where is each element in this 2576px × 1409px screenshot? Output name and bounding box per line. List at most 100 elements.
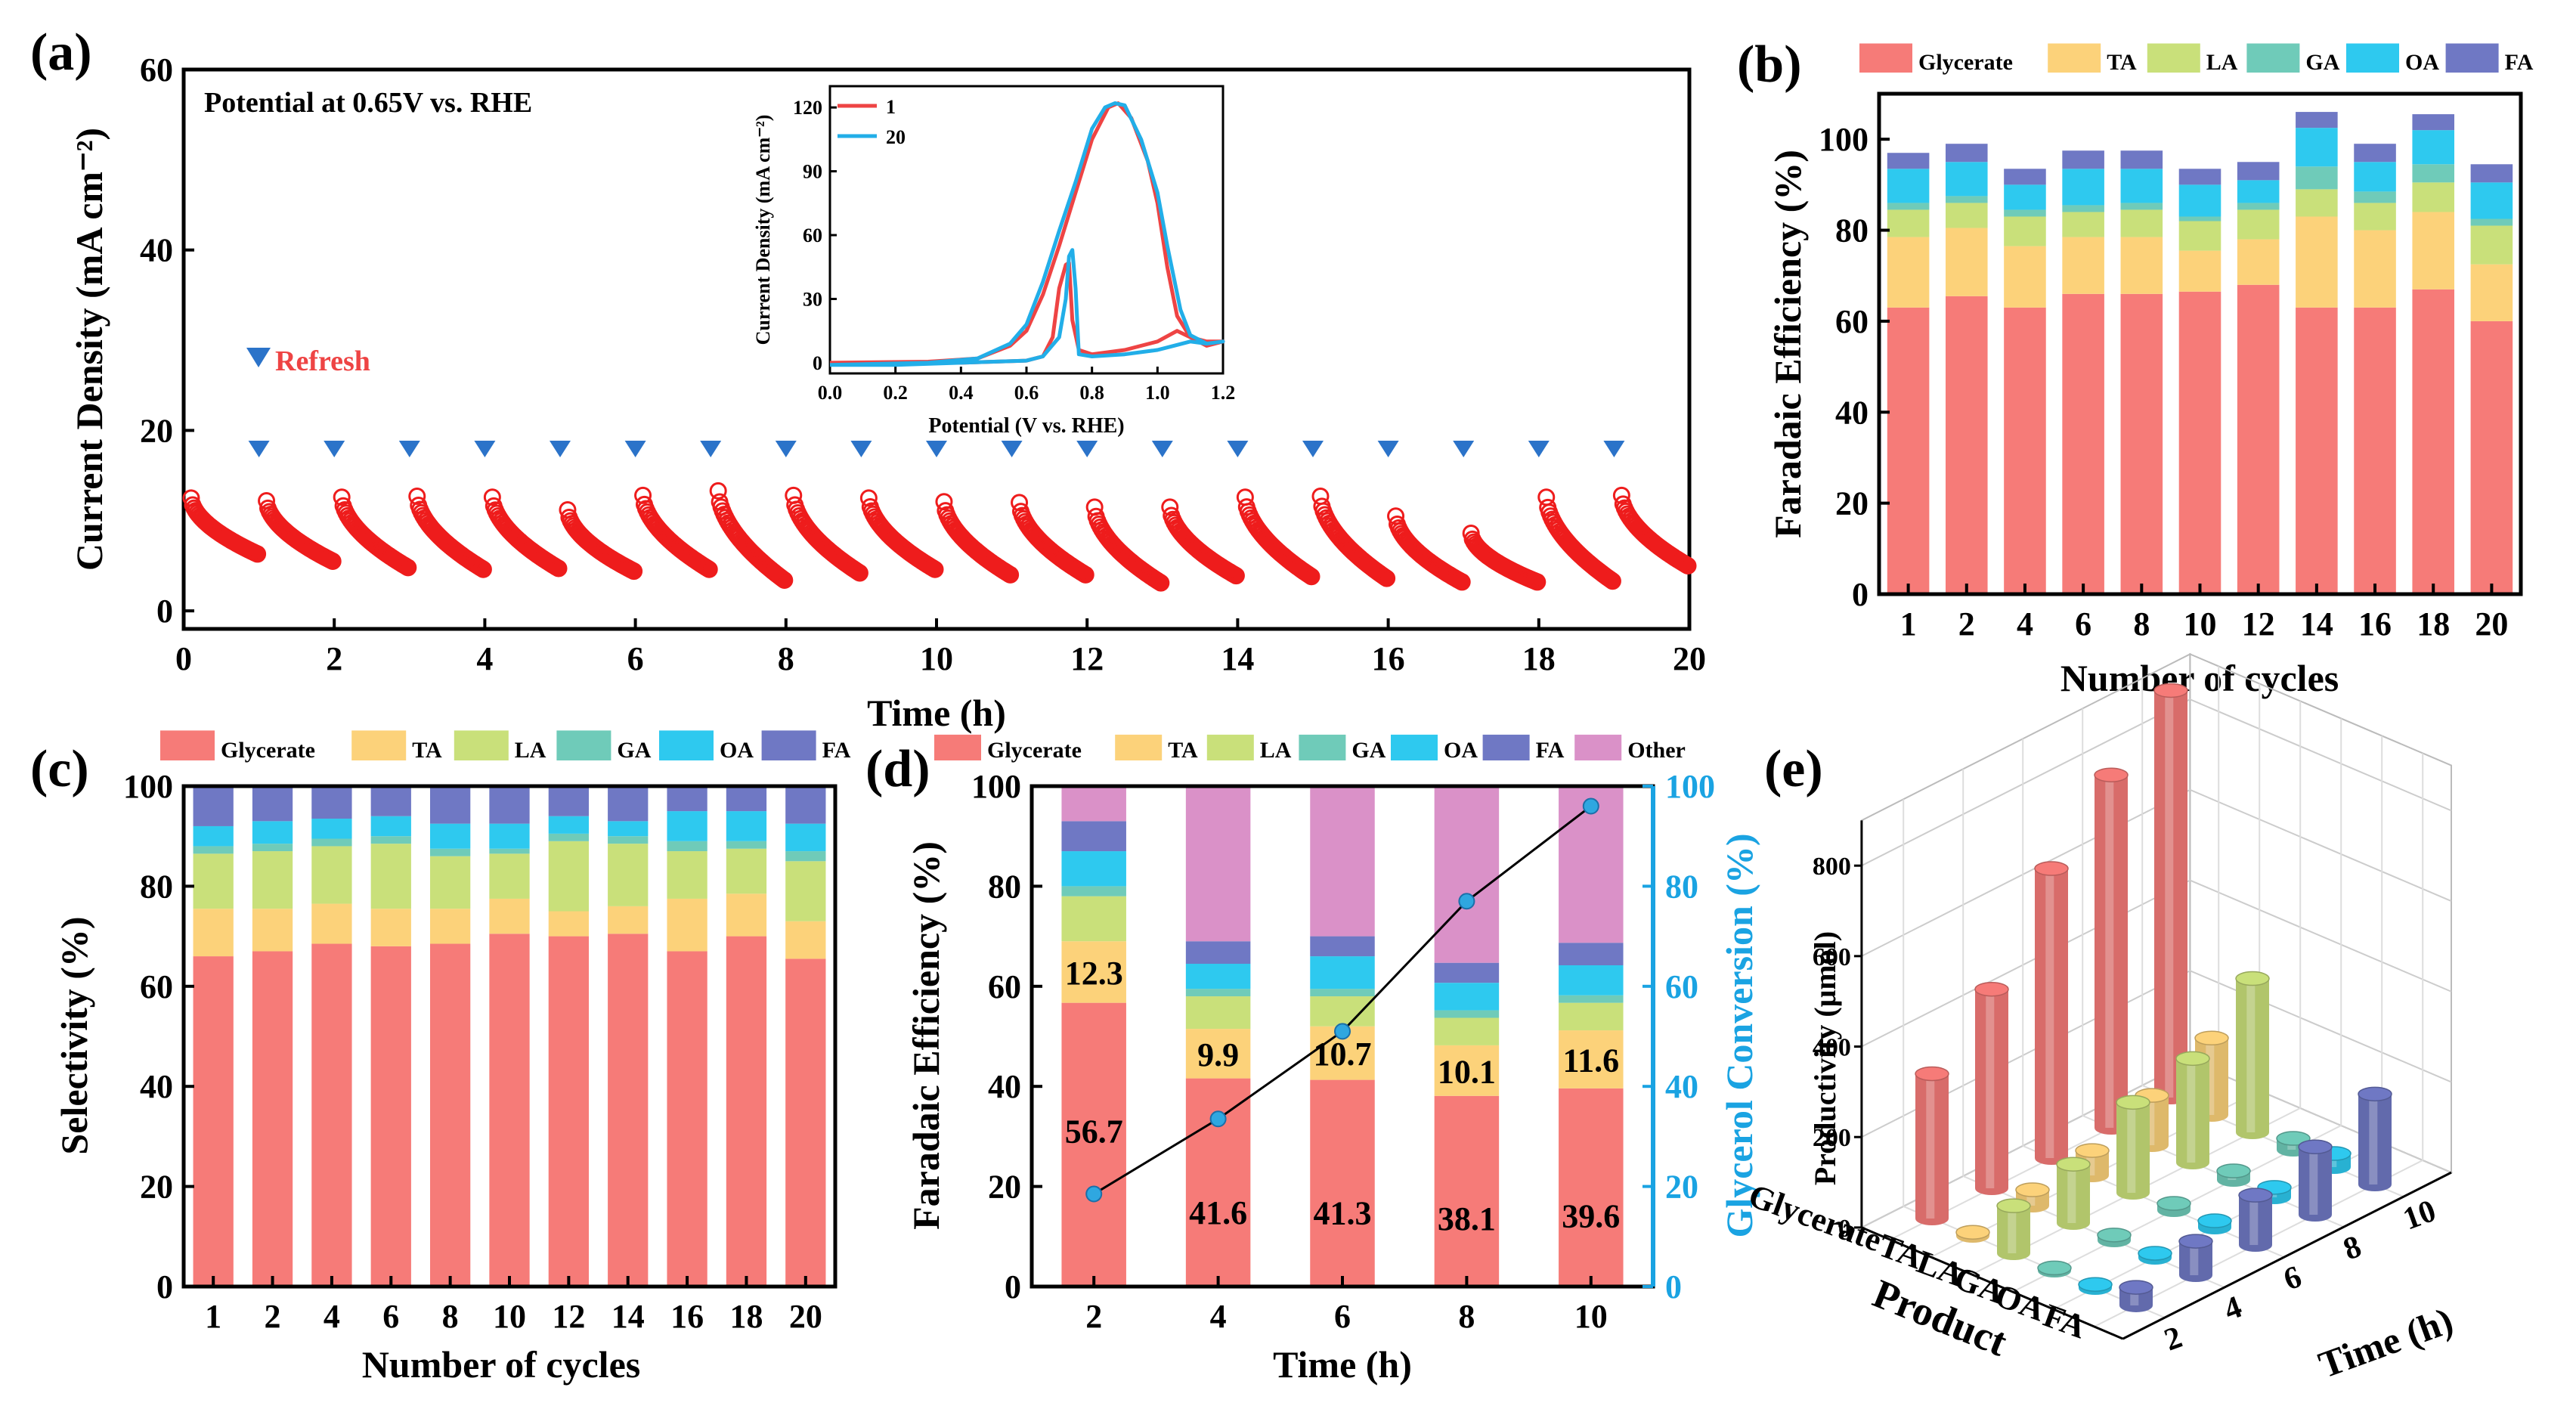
bar-la xyxy=(1061,896,1126,942)
panel-c: (c) Glycerate TA LA GA OA FA 1 2 4 6 8 10 12 14 16 18 2… xyxy=(30,730,851,1386)
bar-la xyxy=(252,851,293,909)
bar-glycerate xyxy=(252,951,293,1287)
panel-c-y-axis-label: Selectivity (%) xyxy=(53,916,95,1154)
panel-d-x-tick-label: 2 xyxy=(1085,1298,1102,1335)
product-axis-line xyxy=(1861,1226,2124,1340)
bar-3d-highlight xyxy=(2206,1038,2215,1115)
bar-ta xyxy=(1945,228,1988,296)
bar-3d-top xyxy=(2075,1143,2110,1158)
current-point xyxy=(709,482,727,500)
bar-ta xyxy=(2120,237,2163,294)
bar-ga xyxy=(429,848,471,856)
panel-b-bars xyxy=(1887,112,2513,594)
refresh-marker xyxy=(1528,441,1550,457)
inset-x-axis-label: Potential (V vs. RHE) xyxy=(928,414,1124,438)
bar-oa xyxy=(1185,964,1251,989)
bar-ga xyxy=(667,841,707,852)
panel-c-legend-label-glycerate: Glycerate xyxy=(221,738,315,763)
glycerate-value-label: 38.1 xyxy=(1438,1200,1496,1237)
bar-la xyxy=(1887,209,1930,237)
panel-b-x-tick-label: 6 xyxy=(2075,605,2091,643)
bar-oa xyxy=(2296,128,2338,167)
bar-glycerate xyxy=(2062,293,2104,594)
panel-d-right-y-tick-label: 100 xyxy=(1665,768,1715,805)
bar-fa xyxy=(667,786,707,812)
time-tick-label: 6 xyxy=(2279,1259,2305,1297)
bar-fa xyxy=(548,786,590,816)
panel-b-x-tick-label: 1 xyxy=(1900,605,1917,643)
bar-ta xyxy=(608,906,649,934)
panel-c-legend-label-ga: GA xyxy=(617,738,651,763)
bar-glycerate xyxy=(2178,291,2221,594)
panel-a-x-tick-label: 2 xyxy=(326,640,342,677)
panel-b-y-tick-label: 40 xyxy=(1835,394,1869,431)
panel-c-x-tick-label: 14 xyxy=(611,1298,645,1335)
inset-x-tick-label: 1.2 xyxy=(1211,382,1236,404)
bar-fa xyxy=(311,786,352,819)
panel-b-legend-label-fa: FA xyxy=(2505,50,2534,75)
bar-ga xyxy=(370,836,411,844)
bar-oa xyxy=(1559,965,1624,996)
bar-3d-top xyxy=(2238,1188,2273,1203)
bar-3d-top xyxy=(2119,1280,2153,1295)
z-tick-label: 800 xyxy=(1813,853,1851,881)
inset-y-tick-label: 90 xyxy=(803,161,822,183)
bar-3d-top xyxy=(2175,1051,2210,1067)
bar-ta xyxy=(1559,1030,1624,1088)
panel-b-legend-swatch-glycerate xyxy=(1859,43,1912,73)
panel-d-legend-label-ga: GA xyxy=(1351,738,1386,763)
bar-la xyxy=(608,844,649,906)
bar-glycerate xyxy=(1185,1078,1251,1287)
bar-oa xyxy=(2178,184,2221,217)
current-point xyxy=(1011,494,1029,512)
bar-glycerate xyxy=(2237,284,2280,594)
bar-3d-body xyxy=(2176,1058,2209,1169)
panel-b-x-ticks: 1 2 4 6 8 10 12 14 16 18 20 xyxy=(1900,584,2508,643)
refresh-marker xyxy=(324,441,345,457)
bar-fa xyxy=(1434,962,1500,983)
bar-3d-glycerate xyxy=(2153,683,2188,1104)
panel-b-legend-label-la: LA xyxy=(2206,50,2238,75)
panel-d-y-tick-label: 20 xyxy=(988,1169,1021,1206)
panel-c-legend-swatch-oa xyxy=(659,730,714,760)
current-point xyxy=(249,545,267,563)
bar-3d-body xyxy=(1997,1206,2030,1260)
bar-fa xyxy=(785,786,826,824)
panel-label-e: (e) xyxy=(1764,740,1823,798)
panel-c-y-tick-label: 0 xyxy=(156,1268,173,1305)
panel-d-right-y-tick-label: 20 xyxy=(1665,1169,1698,1206)
panel-b-y-ticks: 0 20 40 60 80 100 xyxy=(1819,121,1890,613)
bar-ta xyxy=(2354,230,2396,308)
bar-3d-body xyxy=(2035,869,2068,1165)
inset-y-tick-label: 0 xyxy=(813,352,822,374)
panel-b-legend-swatch-oa xyxy=(2346,43,2399,73)
bar-3d-top xyxy=(2078,1277,2113,1292)
bar-3d-glycerate xyxy=(2034,861,2069,1165)
bar-ga xyxy=(548,833,590,841)
panel-c-legend-label-la: LA xyxy=(515,738,546,763)
bar-ga xyxy=(785,851,826,862)
bar-3d-top xyxy=(2194,1030,2229,1046)
panel-d-x-axis-label: Time (h) xyxy=(1273,1343,1412,1386)
panel-c-y-tick-label: 20 xyxy=(140,1169,173,1206)
bar-ga xyxy=(726,841,767,849)
current-point xyxy=(474,560,492,578)
inset-y-tick-label: 120 xyxy=(793,97,822,119)
bar-3d-body xyxy=(2236,978,2269,1139)
panel-c-x-tick-label: 8 xyxy=(442,1298,459,1335)
bar-la xyxy=(2237,209,2280,240)
panel-d-legend-swatch-other xyxy=(1574,734,1622,760)
bar-glycerate xyxy=(1887,307,1930,594)
panel-d-y-axis-label: Faradaic Efficiency (%) xyxy=(905,841,947,1230)
current-point xyxy=(1453,573,1471,591)
bar-3d-top xyxy=(2298,1139,2333,1154)
panel-c-legend-swatch-la xyxy=(454,730,509,760)
panel-a-y-tick-label: 0 xyxy=(156,593,173,630)
bar-3d-fa xyxy=(2178,1234,2213,1282)
bar-3d-highlight xyxy=(2067,1164,2076,1223)
bar-ta xyxy=(193,909,234,957)
bar-fa xyxy=(2237,162,2280,181)
ta-value-label: 11.6 xyxy=(1563,1042,1620,1079)
bar-oa xyxy=(2412,130,2455,165)
bar-3d-top xyxy=(2197,1213,2232,1228)
